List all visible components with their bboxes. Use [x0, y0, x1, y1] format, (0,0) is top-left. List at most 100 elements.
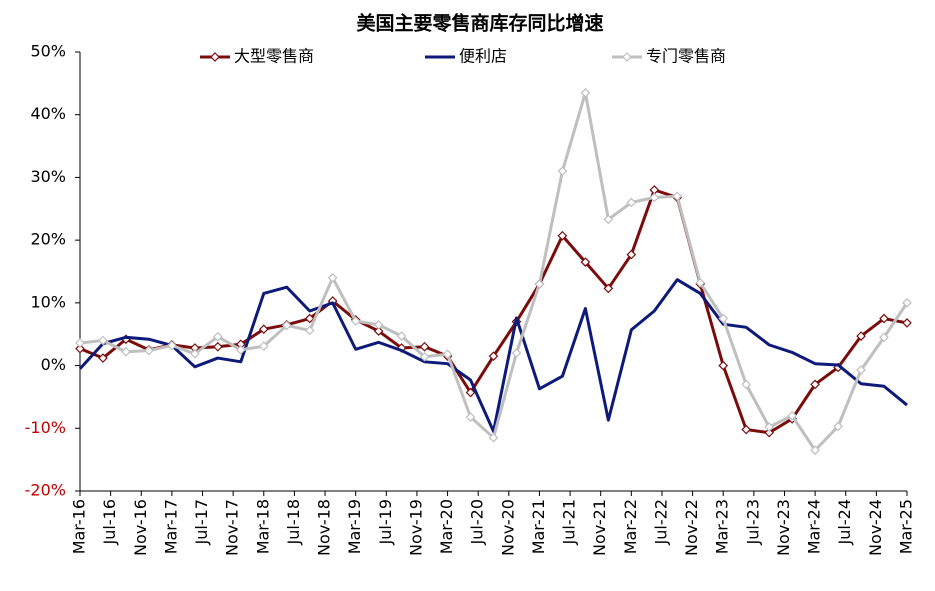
x-tick-label: Mar-16 — [70, 499, 89, 554]
y-tick-label: -10% — [25, 418, 66, 437]
point-marker — [121, 346, 131, 357]
y-tick-label: 50% — [30, 42, 66, 61]
x-tick-label: Mar-23 — [713, 499, 732, 554]
point-marker — [603, 283, 614, 294]
x-tick-label: Jul-19 — [376, 499, 395, 545]
point-marker — [258, 324, 269, 335]
point-marker — [167, 340, 177, 351]
point-marker — [580, 87, 591, 98]
legend-label: 大型零售商 — [234, 47, 314, 66]
x-tick-label: Mar-25 — [897, 499, 916, 554]
point-marker — [304, 313, 315, 324]
x-tick-label: Nov-19 — [406, 499, 425, 556]
point-marker — [465, 412, 476, 422]
point-marker — [580, 257, 591, 267]
point-marker — [465, 387, 476, 398]
x-tick-label: Nov-18 — [315, 499, 334, 556]
point-marker — [879, 332, 889, 343]
point-marker — [327, 272, 338, 283]
point-marker — [764, 422, 775, 432]
x-tick-label: Jul-23 — [743, 499, 762, 545]
y-tick-label: 40% — [30, 104, 66, 123]
series-line — [79, 91, 909, 452]
point-marker — [304, 325, 315, 336]
point-marker — [75, 338, 85, 348]
point-marker — [258, 341, 269, 351]
point-marker — [488, 351, 499, 362]
x-tick-label: Nov-21 — [590, 499, 609, 556]
point-marker — [235, 345, 246, 355]
point-marker — [603, 214, 614, 225]
legend-marker — [622, 52, 632, 62]
point-marker — [98, 335, 108, 346]
point-marker — [902, 298, 912, 308]
point-marker — [190, 348, 200, 359]
x-tick-label: Nov-22 — [682, 499, 701, 556]
chart-title: 美国主要零售商库存同比增速 — [356, 12, 603, 35]
x-tick-label: Jul-17 — [192, 499, 211, 545]
point-marker — [741, 379, 752, 390]
point-marker — [902, 318, 912, 328]
x-tick-label: Nov-23 — [774, 499, 793, 556]
point-marker — [856, 365, 866, 375]
x-tick-label: Jul-16 — [100, 499, 119, 545]
x-tick-label: Mar-21 — [529, 499, 548, 554]
x-tick-label: Jul-18 — [284, 499, 303, 545]
x-tick-label: Nov-24 — [866, 499, 885, 556]
point-marker — [212, 331, 223, 342]
x-tick-label: Mar-20 — [437, 499, 456, 554]
y-tick-label: 0% — [41, 355, 66, 374]
x-tick-label: Nov-16 — [131, 499, 150, 556]
series-line — [78, 278, 908, 433]
x-tick-label: Mar-18 — [253, 499, 272, 554]
point-marker — [810, 445, 820, 456]
point-marker — [626, 249, 637, 260]
point-marker — [718, 313, 729, 324]
point-marker — [419, 351, 430, 362]
point-marker — [787, 410, 797, 421]
point-marker — [396, 331, 407, 341]
x-tick-label: Jul-22 — [651, 499, 670, 545]
point-marker — [764, 427, 775, 438]
point-marker — [511, 348, 522, 358]
x-tick-label: Mar-24 — [805, 499, 824, 554]
legend-label: 便利店 — [459, 47, 507, 66]
point-marker — [442, 349, 453, 360]
point-marker — [144, 345, 154, 356]
legend-label: 专门零售商 — [646, 47, 726, 66]
point-marker — [281, 320, 292, 331]
x-tick-label: Mar-17 — [161, 499, 180, 554]
x-tick-label: Nov-17 — [223, 499, 242, 556]
point-marker — [373, 326, 384, 336]
x-tick-label: Jul-24 — [835, 499, 854, 545]
y-tick-label: 30% — [30, 167, 66, 186]
point-marker — [833, 421, 843, 432]
point-marker — [534, 279, 545, 289]
point-marker — [856, 331, 866, 341]
y-tick-label: 10% — [30, 292, 66, 311]
x-tick-label: Jul-20 — [468, 499, 487, 545]
point-marker — [419, 341, 430, 352]
point-marker — [373, 319, 384, 330]
point-marker — [488, 432, 499, 443]
x-tick-label: Nov-20 — [498, 499, 517, 556]
point-marker — [350, 316, 361, 326]
point-marker — [649, 192, 660, 203]
point-marker — [741, 424, 752, 435]
point-marker — [879, 313, 889, 324]
point-marker — [98, 353, 108, 363]
point-marker — [718, 360, 729, 371]
x-tick-label: Jul-21 — [560, 499, 579, 545]
point-marker — [75, 343, 85, 354]
x-tick-label: Mar-22 — [621, 499, 640, 554]
x-tick-label: Mar-19 — [345, 499, 364, 554]
point-marker — [810, 379, 820, 390]
series-line — [79, 188, 908, 435]
y-tick-label: -20% — [25, 481, 66, 500]
point-marker — [626, 197, 637, 208]
legend-marker — [210, 52, 220, 62]
point-marker — [672, 191, 683, 202]
point-marker — [557, 166, 568, 177]
point-marker — [557, 230, 568, 241]
